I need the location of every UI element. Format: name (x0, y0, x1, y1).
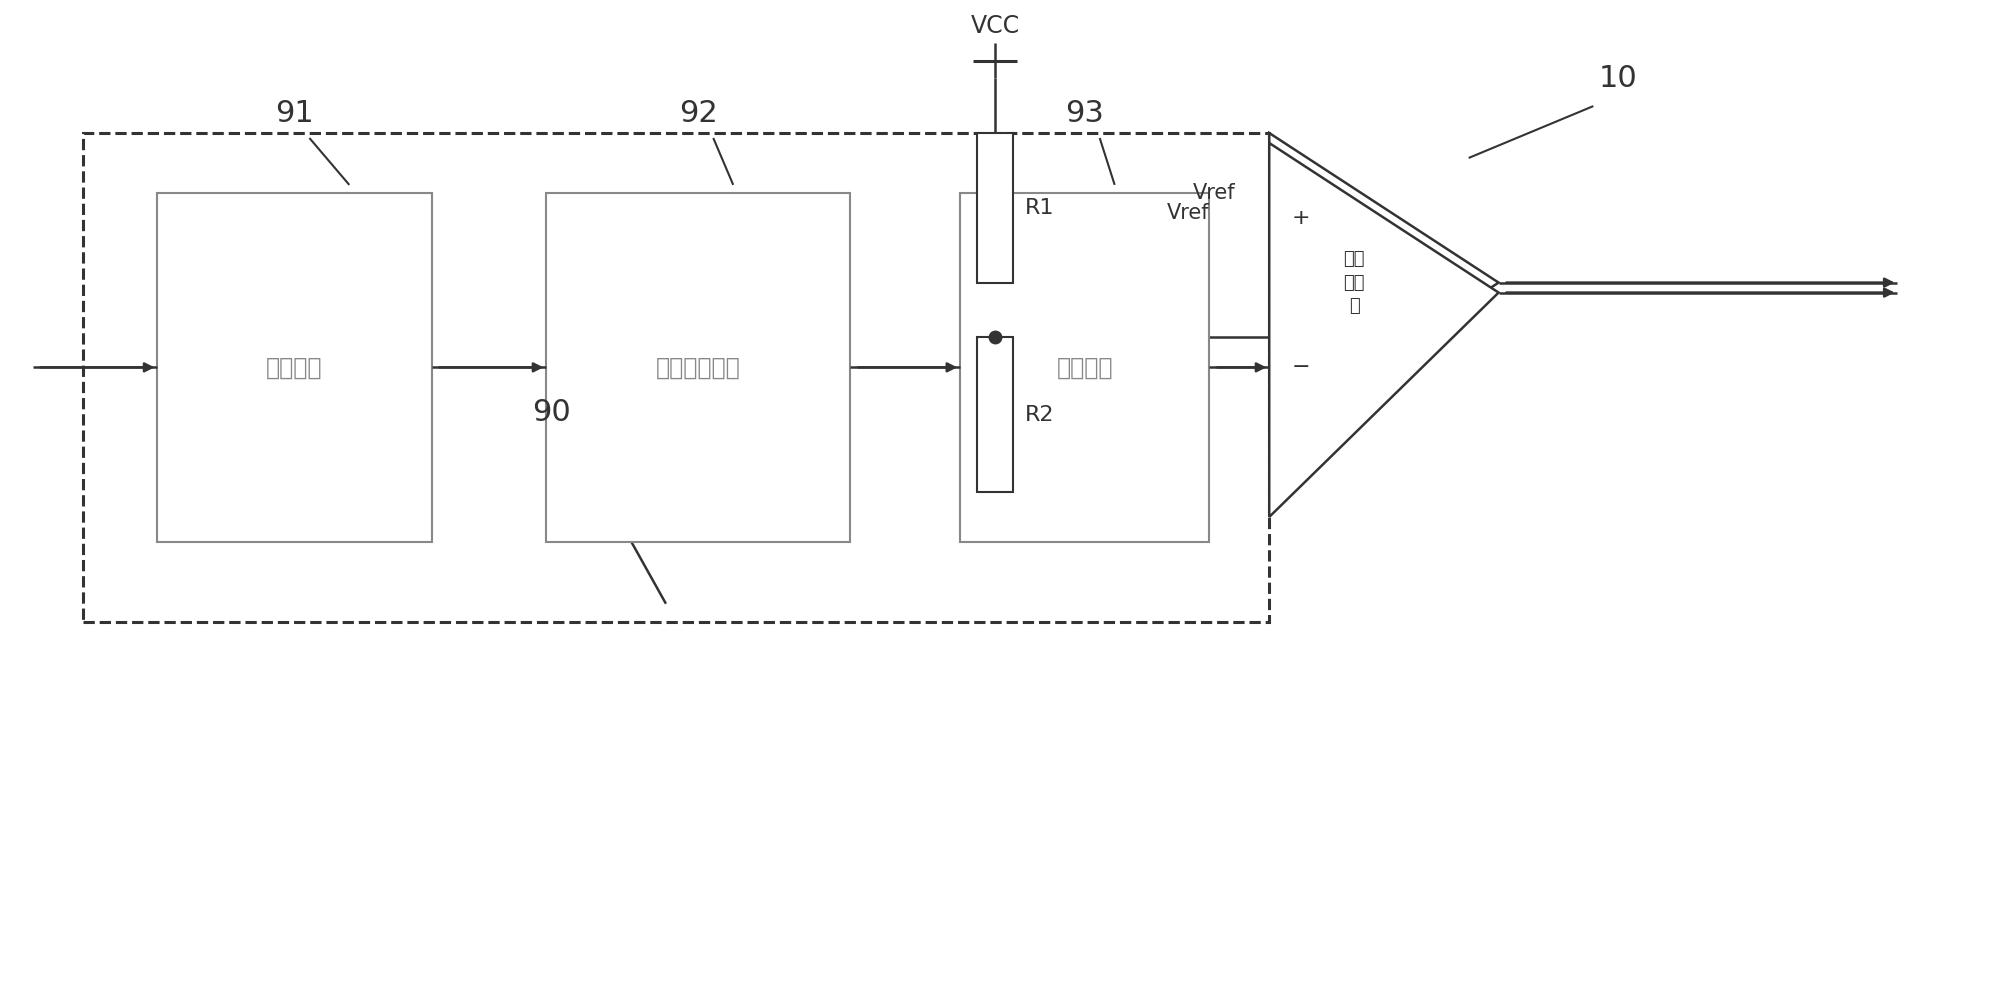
Text: 90: 90 (532, 398, 571, 427)
Text: Vref: Vref (1193, 182, 1236, 202)
Text: 二阶带通滤波: 二阶带通滤波 (655, 356, 741, 380)
Bar (978, 133, 1013, 283)
Polygon shape (1268, 133, 1499, 432)
Text: R1: R1 (1025, 197, 1055, 217)
Text: −: − (1292, 358, 1310, 378)
Bar (546, 192, 850, 542)
Text: +: + (1292, 197, 1310, 217)
Text: 信号检波: 信号检波 (1057, 356, 1113, 380)
Text: 信号放大: 信号放大 (267, 356, 323, 380)
Text: 91: 91 (275, 98, 315, 127)
Bar (960, 192, 1209, 542)
Text: 10: 10 (1599, 64, 1639, 92)
Polygon shape (1268, 143, 1499, 517)
Text: Vref: Vref (1167, 202, 1209, 222)
Text: 电压
比较
器: 电压 比较 器 (1344, 250, 1364, 316)
Text: 93: 93 (1065, 98, 1105, 127)
Text: 92: 92 (679, 98, 717, 127)
Text: +: + (1292, 207, 1310, 227)
Bar (978, 338, 1013, 492)
Text: 电压
比较
器: 电压 比较 器 (1344, 240, 1364, 306)
Text: R2: R2 (1025, 405, 1055, 425)
Bar (157, 192, 432, 542)
Text: VCC: VCC (970, 14, 1019, 38)
Text: −: − (1292, 348, 1310, 368)
Bar (82, 133, 1268, 621)
